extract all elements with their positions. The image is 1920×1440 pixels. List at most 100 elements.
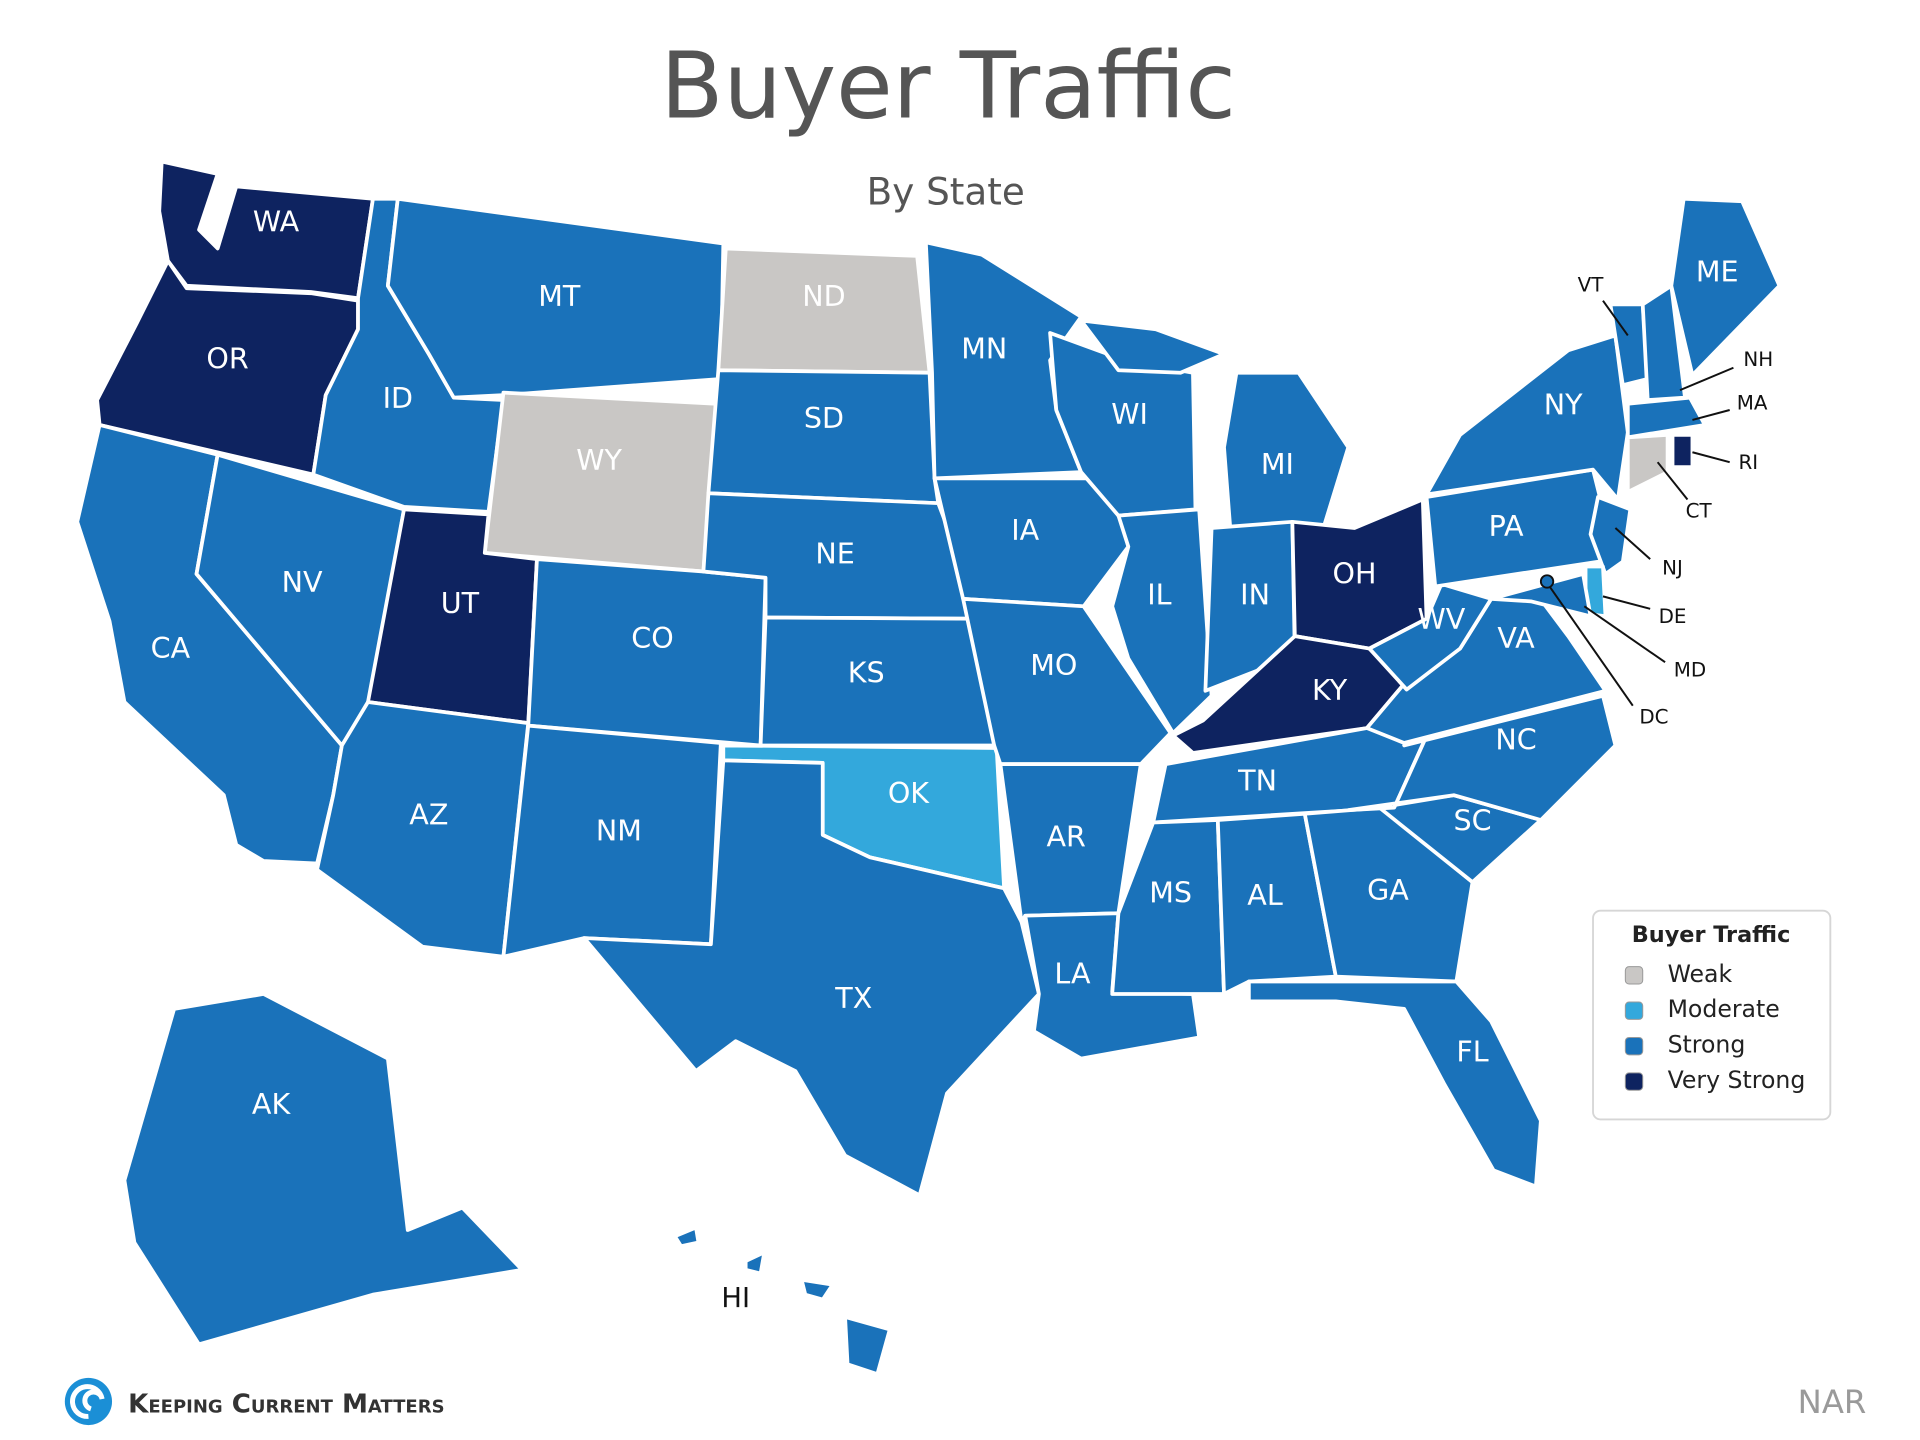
state-label: UT xyxy=(441,586,480,620)
state-label: CA xyxy=(151,631,191,665)
state-label: MN xyxy=(961,331,1007,365)
state-shape xyxy=(1670,432,1695,470)
state-label: NJ xyxy=(1662,557,1683,580)
legend-label: Moderate xyxy=(1668,995,1780,1023)
leader-line xyxy=(1614,527,1651,560)
state-label: FL xyxy=(1456,1035,1488,1069)
state-label: CT xyxy=(1686,499,1713,522)
state-label: GA xyxy=(1367,873,1409,907)
state-label: AL xyxy=(1247,878,1283,912)
legend-swatch xyxy=(1624,1036,1644,1056)
state-shape xyxy=(932,476,1131,609)
subtitle: By State xyxy=(867,169,1025,213)
legend-box xyxy=(1592,909,1832,1121)
state-label: TN xyxy=(1237,764,1277,798)
state-label: MT xyxy=(538,279,581,313)
state-label: SC xyxy=(1453,804,1491,838)
leader-line xyxy=(1692,451,1730,464)
legend-swatch xyxy=(1624,1001,1644,1020)
state-label: VT xyxy=(1578,273,1605,296)
brand: Keeping Current Matters xyxy=(128,1390,444,1420)
state-label: AR xyxy=(1047,820,1087,854)
state-shape xyxy=(1424,333,1630,502)
state-label: KY xyxy=(1312,673,1348,707)
logo-swirl xyxy=(70,1384,105,1419)
state-shape xyxy=(582,758,1041,1198)
state-label: NM xyxy=(596,813,642,847)
state-label: NH xyxy=(1743,348,1773,371)
legend-label: Weak xyxy=(1668,960,1733,988)
state-label: NV xyxy=(282,565,323,599)
state-label: VA xyxy=(1497,621,1535,655)
legend-swatch xyxy=(1624,1072,1644,1091)
state-label: IA xyxy=(1011,513,1039,547)
state-label: IN xyxy=(1240,577,1270,611)
state-shape xyxy=(1110,507,1214,735)
state-label: ND xyxy=(802,279,845,313)
state-shape xyxy=(706,368,941,506)
state-label: HI xyxy=(721,1283,750,1314)
legend-swatch xyxy=(1624,966,1644,985)
state-label: SD xyxy=(804,401,844,435)
title: Buyer Traffic xyxy=(660,32,1236,139)
state-label: ME xyxy=(1696,254,1739,288)
state-shape xyxy=(743,1250,767,1276)
state-label: MS xyxy=(1149,876,1192,910)
state-shape xyxy=(482,390,718,574)
labels-layer: WA OR CA NV ID MT WY UT AZ CO NM ND SD NE KS OK TX MN IA MO… xyxy=(151,205,1773,1314)
state-label: IL xyxy=(1147,577,1171,611)
state-label: LA xyxy=(1054,956,1091,990)
state-label: CO xyxy=(631,621,673,655)
state-shape xyxy=(1346,693,1618,822)
state-shape xyxy=(1539,574,1555,589)
state-shape xyxy=(799,1277,835,1302)
state-label: WI xyxy=(1111,397,1148,431)
state-label: MI xyxy=(1261,447,1294,481)
states-layer xyxy=(75,159,1782,1377)
state-label: KS xyxy=(848,656,885,690)
leader-line xyxy=(1548,585,1634,707)
state-label: MD xyxy=(1674,658,1706,681)
state-label: NY xyxy=(1544,387,1583,421)
state-shape xyxy=(122,992,524,1347)
state-shape xyxy=(1110,818,1226,996)
state-shape xyxy=(843,1315,892,1377)
state-label: ID xyxy=(383,381,413,415)
leader-line xyxy=(1602,300,1629,337)
state-shape xyxy=(1669,196,1782,378)
state-label: DE xyxy=(1659,605,1687,628)
state-label: NE xyxy=(815,536,854,570)
state-label: WA xyxy=(253,205,300,239)
state-label: OR xyxy=(206,341,248,375)
state-shape xyxy=(1588,495,1633,576)
state-label: AZ xyxy=(409,797,448,831)
legend-label: Strong xyxy=(1668,1031,1746,1059)
state-shape xyxy=(1625,432,1670,494)
state-label: MA xyxy=(1737,391,1768,414)
state-shape xyxy=(1625,395,1707,440)
leader-line xyxy=(1602,595,1651,610)
leader-line xyxy=(1679,366,1734,392)
state-label: TX xyxy=(834,981,872,1015)
state-shape xyxy=(1247,979,1543,1189)
footer-logo: Keeping Current Matters xyxy=(64,1377,445,1426)
state-label: DC xyxy=(1639,706,1668,729)
state-shape xyxy=(672,1225,701,1249)
leader-line xyxy=(1692,409,1730,421)
state-label: RI xyxy=(1739,451,1759,474)
legend-label: Very Strong xyxy=(1668,1066,1806,1094)
state-label: NC xyxy=(1495,723,1536,757)
state-label: OH xyxy=(1332,556,1376,590)
state-label: OK xyxy=(888,776,930,810)
legend-title: Buyer Traffic xyxy=(1632,922,1791,948)
state-label: WY xyxy=(576,443,622,477)
source: NAR xyxy=(1798,1383,1867,1421)
state-label: AK xyxy=(252,1087,292,1121)
state-shape xyxy=(1079,318,1226,375)
leader-line xyxy=(1583,605,1666,664)
state-label: MO xyxy=(1030,648,1077,682)
legend: Buyer Traffic Weak Moderate Strong Very Str… xyxy=(1592,909,1832,1121)
